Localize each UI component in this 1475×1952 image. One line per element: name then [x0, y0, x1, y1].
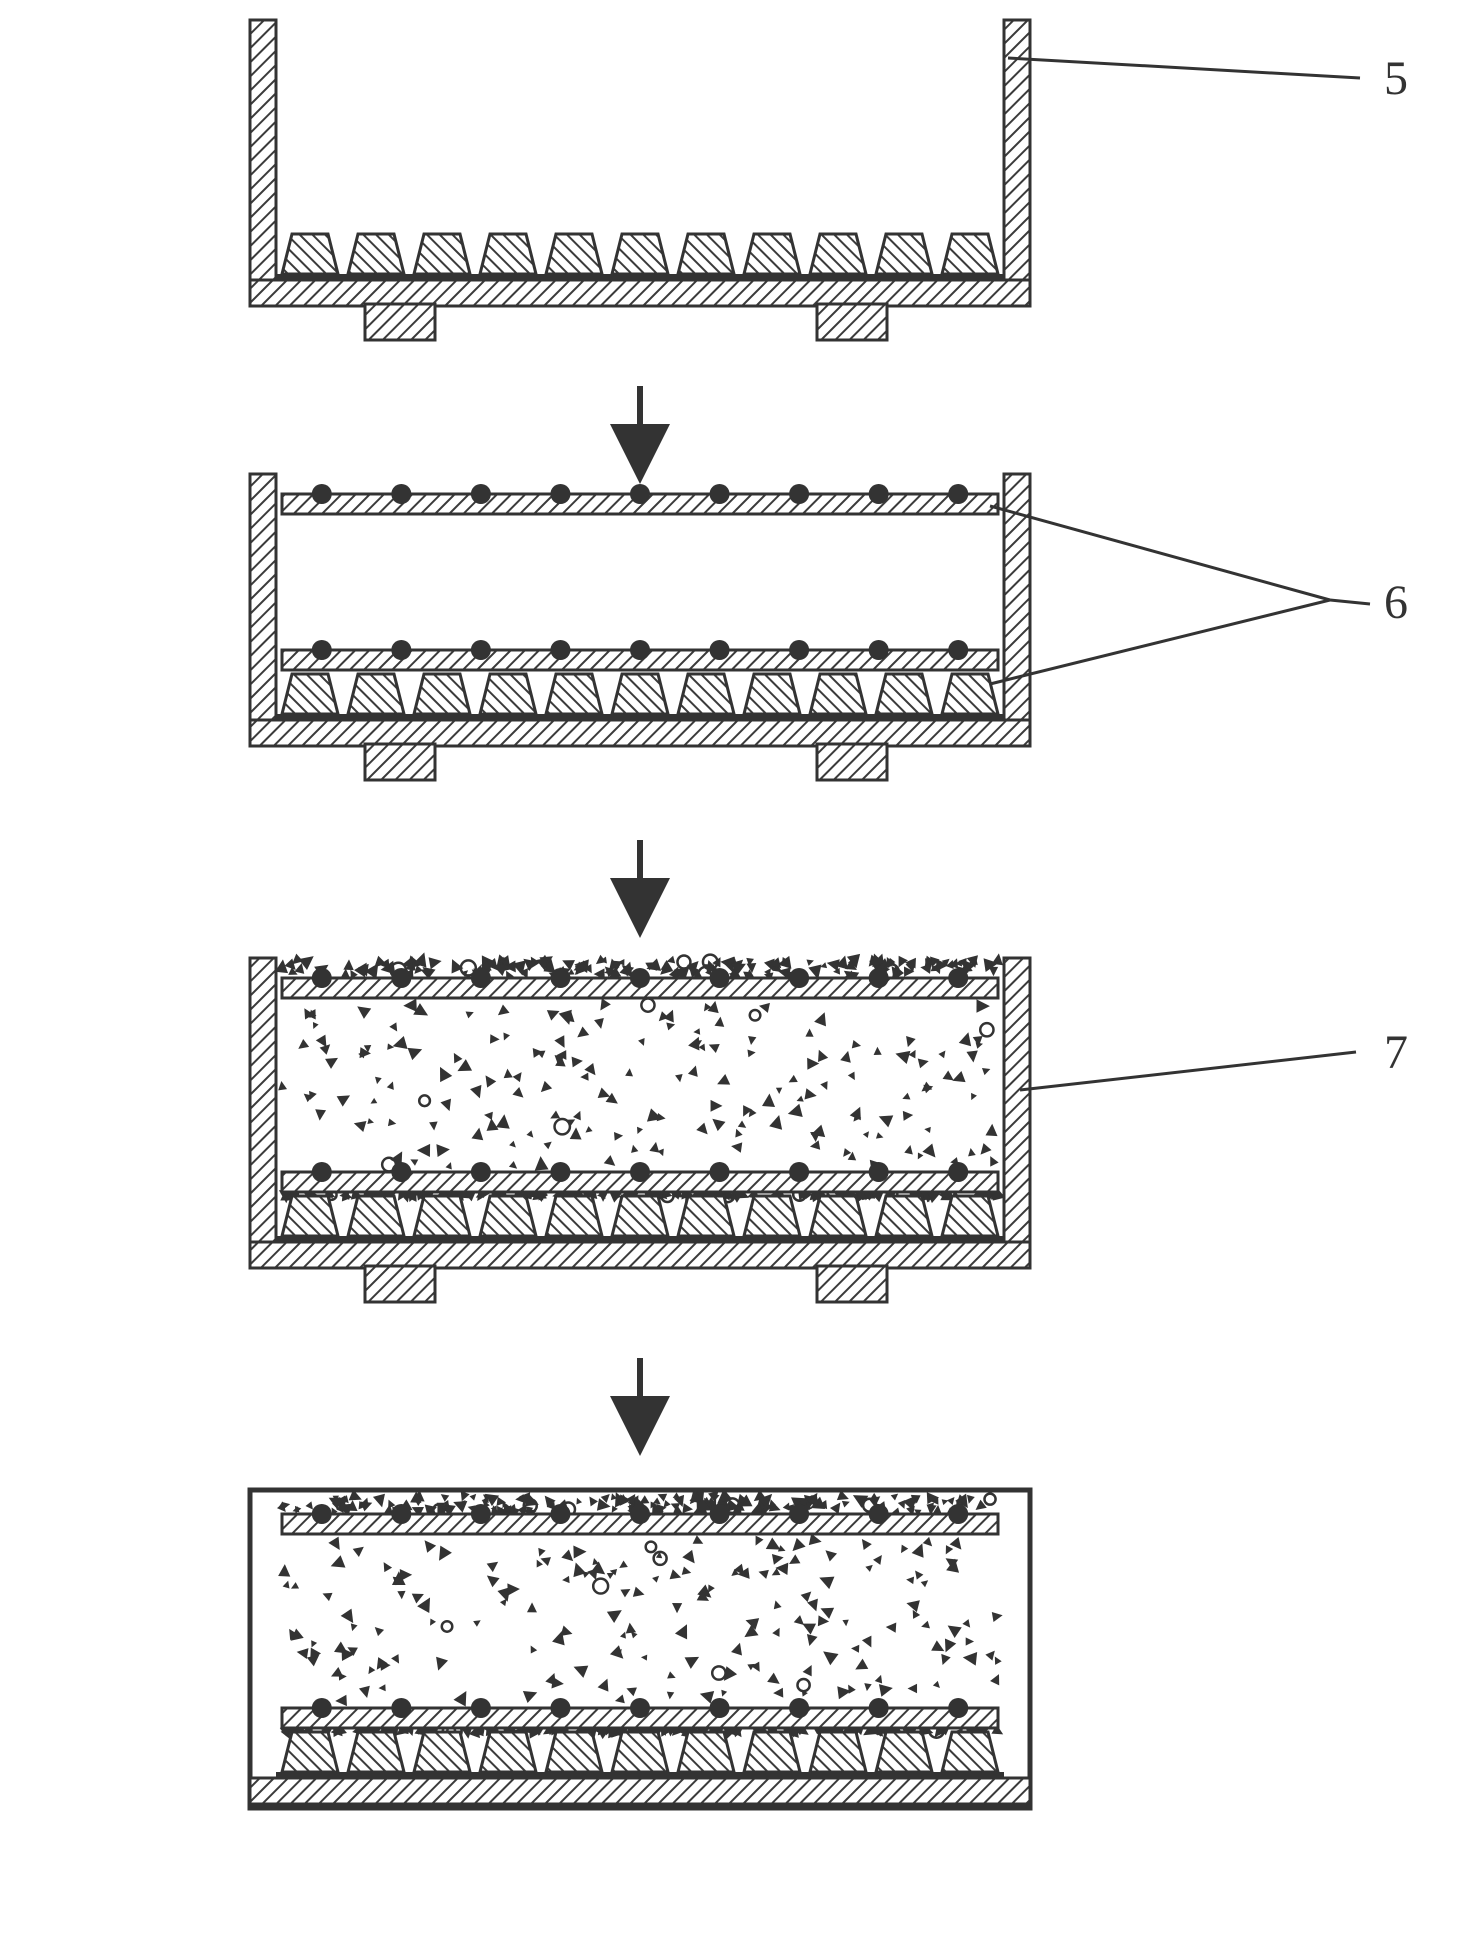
callout-label-6: 6: [1384, 576, 1408, 629]
stage4: [250, 1489, 1030, 1808]
container-wall-left: [250, 20, 276, 306]
container-floor: [250, 1242, 1030, 1268]
stage3: [250, 950, 1030, 1302]
container-foot-1: [817, 1266, 887, 1302]
container-floor: [250, 720, 1030, 746]
container-floor: [250, 280, 1030, 306]
callout-leader: [990, 600, 1330, 684]
callout-leader: [1008, 58, 1360, 78]
stage1: [250, 20, 1030, 340]
container-foot-1: [817, 304, 887, 340]
container-wall-left: [250, 474, 276, 746]
container-foot-0: [365, 304, 435, 340]
container-wall-left: [250, 958, 276, 1268]
callout-label-7: 7: [1384, 1026, 1408, 1079]
stage2: [250, 474, 1030, 780]
container-foot-1: [817, 744, 887, 780]
container-foot-0: [365, 744, 435, 780]
callout-leader: [1020, 1052, 1356, 1090]
container-foot-0: [365, 1266, 435, 1302]
callout-label-5: 5: [1384, 52, 1408, 105]
callout-leader: [990, 506, 1330, 600]
container-wall-right: [1004, 20, 1030, 306]
container-wall-right: [1004, 958, 1030, 1268]
